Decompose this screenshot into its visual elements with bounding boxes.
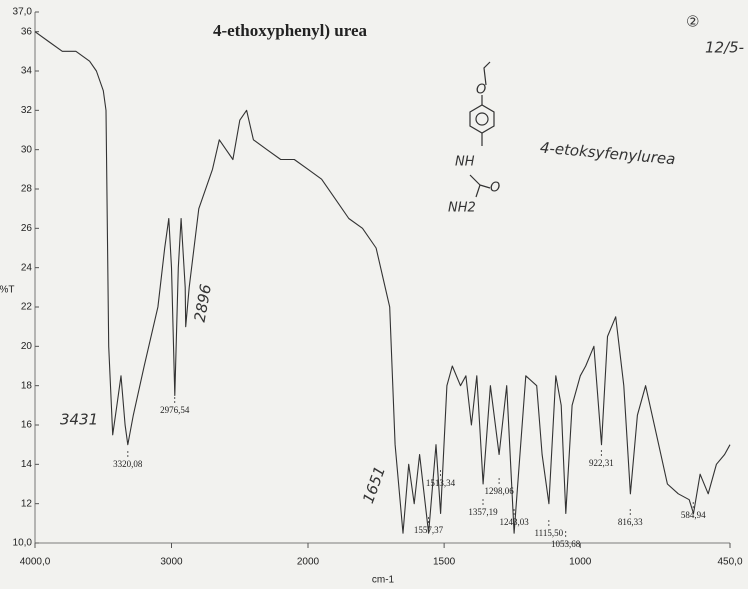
y-axis-label: %T [0, 285, 15, 296]
handwritten-note: 3431 [60, 411, 98, 429]
peak-label: 2976,54 [160, 405, 190, 415]
handwritten-note: 12/5- [705, 39, 744, 57]
y-tick-label: 26 [21, 223, 33, 234]
handwritten-note: ② [686, 13, 699, 31]
y-tick-label: 22 [21, 302, 33, 313]
peak-label: 1053,68 [551, 539, 581, 549]
y-tick-label: 36 [21, 26, 33, 37]
peak-label: 584,94 [681, 510, 706, 520]
y-tick-label: 37,0 [13, 7, 33, 18]
x-axis-label: cm-1 [372, 575, 395, 586]
peak-label: 1357,19 [468, 507, 498, 517]
structure-label: O [490, 181, 500, 196]
y-tick-label: 24 [21, 262, 33, 273]
peak-label: 3320,08 [113, 459, 143, 469]
y-tick-label: 32 [21, 105, 33, 116]
peak-label: 1298,06 [484, 486, 514, 496]
y-tick-label: 30 [21, 144, 33, 155]
chart-title: 4-ethoxyphenyl) urea [213, 21, 368, 40]
peak-label: 1243,03 [499, 517, 529, 527]
y-tick-label: 20 [21, 341, 33, 352]
x-tick-label: 3000 [160, 557, 183, 568]
x-tick-label: 1000 [569, 557, 592, 568]
peak-label: 1115,50 [535, 528, 564, 538]
peak-label: 1513,34 [426, 478, 456, 488]
x-tick-label: 1500 [433, 557, 456, 568]
x-tick-label: 4000,0 [20, 557, 51, 568]
peak-label: 816,33 [618, 517, 643, 527]
y-tick-label: 16 [21, 420, 33, 431]
y-tick-label: 12 [21, 498, 33, 509]
y-tick-label: 14 [21, 459, 33, 470]
y-tick-label: 28 [21, 184, 33, 195]
x-tick-label: 450,0 [717, 557, 742, 568]
structure-drawing [469, 61, 495, 198]
structure-label: NH2 [448, 201, 476, 216]
y-tick-label: 34 [21, 66, 33, 77]
handwritten-note: 1651 [359, 464, 389, 506]
handwritten-note: 4-etoksyfenylurea [539, 139, 676, 169]
y-tick-label: 10,0 [13, 538, 33, 549]
structure-label: O [476, 83, 486, 98]
y-tick-label: 18 [21, 380, 33, 391]
x-tick-label: 2000 [297, 557, 320, 568]
structure-label: NH [455, 155, 475, 170]
spectrum-line [34, 31, 731, 534]
peak-label: 1557,37 [414, 525, 444, 535]
peak-label: 922,31 [589, 458, 614, 468]
handwritten-note: 2896 [191, 283, 215, 324]
